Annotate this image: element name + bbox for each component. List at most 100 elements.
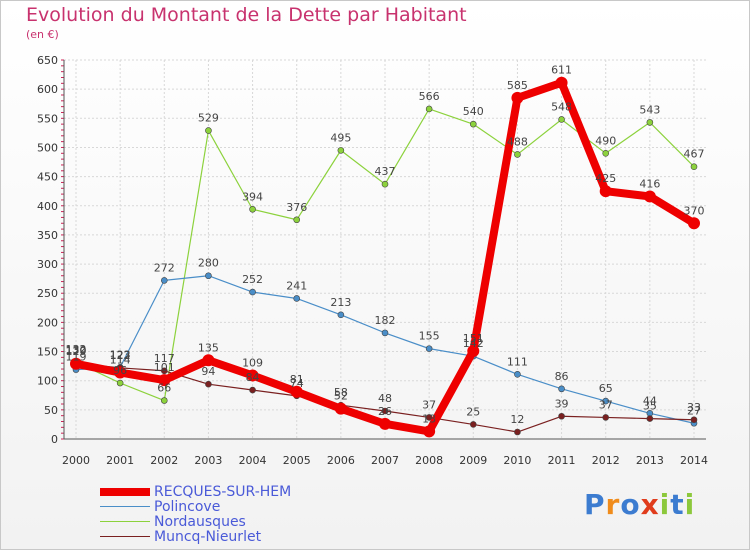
data-point — [688, 217, 700, 230]
data-label: 52 — [334, 390, 348, 403]
x-tick-label-2003: 2003 — [194, 454, 222, 467]
y-tick-label-50: 50 — [44, 404, 58, 417]
data-label: 35 — [643, 400, 657, 413]
y-tick-label-450: 450 — [37, 171, 58, 184]
legend-item-muncq: Muncq-Nieurlet — [100, 529, 291, 545]
x-tick-label-2007: 2007 — [371, 454, 399, 467]
data-label: 182 — [375, 314, 396, 327]
data-point — [160, 367, 168, 375]
data-point — [70, 357, 82, 370]
data-point — [249, 386, 256, 394]
x-tick-label-2004: 2004 — [239, 454, 267, 467]
x-tick-label-2000: 2000 — [62, 454, 90, 467]
y-tick-label-100: 100 — [37, 375, 58, 388]
data-label: 84 — [246, 371, 260, 384]
legend-label-polincove: Polincove — [154, 498, 221, 515]
logo-letter: r — [605, 488, 621, 521]
data-point — [337, 311, 345, 319]
data-point — [425, 105, 433, 113]
data-label: 370 — [684, 204, 705, 217]
data-point — [114, 366, 127, 379]
data-point — [160, 397, 168, 404]
data-label: 241 — [286, 279, 307, 292]
data-label: 495 — [330, 131, 351, 144]
data-point — [558, 116, 565, 123]
data-point — [514, 370, 521, 378]
data-label: 109 — [242, 356, 263, 369]
data-label: 548 — [551, 100, 572, 113]
y-tick-label-500: 500 — [37, 141, 58, 154]
data-label: 33 — [687, 401, 701, 414]
data-point — [643, 190, 656, 203]
y-tick-label-650: 650 — [37, 54, 58, 67]
x-tick-label-2013: 2013 — [636, 454, 664, 467]
data-point — [690, 163, 698, 171]
data-point — [116, 379, 124, 387]
data-label: 540 — [463, 105, 484, 118]
data-label: 44 — [643, 394, 657, 407]
legend-item-nordausques: Nordausques — [100, 513, 291, 530]
data-point — [425, 414, 433, 421]
data-point — [337, 147, 345, 154]
data-label: 13 — [422, 412, 436, 425]
data-label: 529 — [198, 112, 219, 125]
y-tick-label-0: 0 — [51, 433, 58, 446]
y-tick-label-250: 250 — [37, 287, 58, 300]
chart-subtitle: (en €) — [26, 28, 59, 41]
y-tick-label-600: 600 — [37, 83, 58, 96]
data-label: 119 — [66, 351, 87, 364]
data-label: 132 — [66, 343, 87, 356]
legend-swatch-polincove — [100, 506, 150, 507]
x-tick-label-2002: 2002 — [150, 454, 178, 467]
data-label: 94 — [201, 365, 215, 378]
data-label: 48 — [378, 392, 392, 405]
data-label: 425 — [595, 172, 616, 185]
logo-letter: i — [684, 488, 696, 521]
data-point — [379, 417, 391, 430]
data-label: 37 — [422, 398, 436, 411]
data-label: 272 — [154, 261, 175, 274]
data-label: 252 — [242, 273, 263, 286]
proxiti-logo: Proxiti — [584, 488, 695, 521]
legend-swatch-muncq — [100, 536, 150, 537]
y-tick-label-400: 400 — [37, 200, 58, 213]
data-point — [469, 421, 477, 428]
data-point — [599, 185, 612, 198]
logo-letter: x — [640, 488, 660, 521]
data-point — [425, 345, 433, 352]
data-label: 129 — [66, 345, 87, 358]
logo-letter: P — [584, 488, 606, 521]
data-point — [205, 380, 212, 388]
data-label: 213 — [330, 296, 351, 309]
data-point — [202, 354, 215, 367]
logo-letter: i — [659, 488, 671, 521]
legend: RECQUES-SUR-HEM Polincove Nordausques Mu… — [100, 484, 291, 545]
data-label: 416 — [639, 177, 660, 190]
data-label: 25 — [466, 405, 480, 418]
data-point — [293, 295, 301, 302]
data-label: 123 — [110, 348, 131, 361]
data-point — [558, 385, 565, 393]
data-point — [602, 149, 610, 157]
logo-letter: o — [620, 488, 641, 521]
data-label: 467 — [684, 148, 705, 161]
data-label: 611 — [551, 64, 572, 77]
x-tick-label-2011: 2011 — [548, 454, 576, 467]
data-label: 280 — [198, 257, 219, 270]
data-label: 585 — [507, 79, 528, 92]
legend-label-nordausques: Nordausques — [154, 513, 246, 530]
data-point — [334, 402, 347, 415]
data-label: 101 — [154, 361, 175, 374]
data-point — [160, 277, 168, 284]
data-label: 65 — [599, 382, 613, 395]
data-label: 26 — [378, 405, 392, 418]
data-label: 117 — [154, 352, 175, 365]
data-point — [381, 180, 389, 188]
data-point — [205, 127, 212, 134]
y-tick-label-200: 200 — [37, 316, 58, 329]
x-tick-label-2006: 2006 — [327, 454, 355, 467]
data-label: 151 — [463, 332, 484, 345]
data-label: 111 — [507, 355, 528, 368]
legend-swatch-recques — [100, 487, 150, 496]
